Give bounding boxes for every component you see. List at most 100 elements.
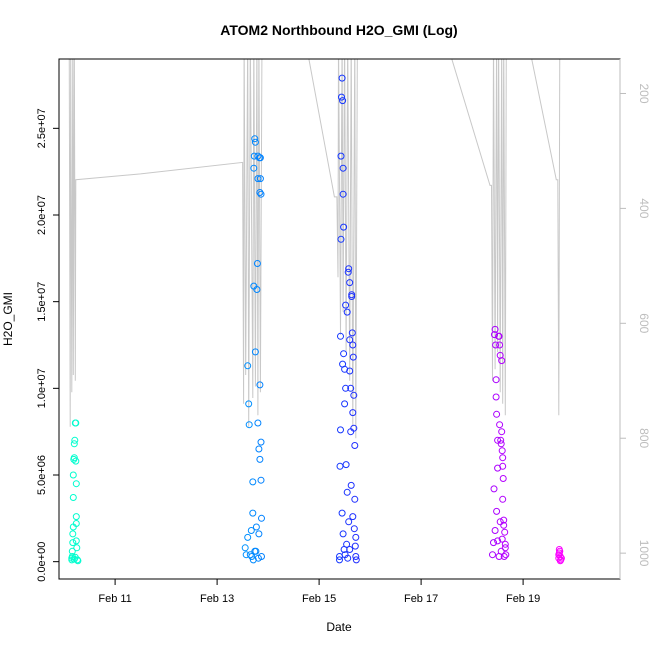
data-point [255,445,263,453]
data-point [250,164,258,172]
data-point [497,440,505,448]
data-point [342,461,350,469]
data-point [498,447,506,455]
y2-tick-label: 800 [637,428,650,448]
data-point [346,336,354,344]
data-point [336,462,344,470]
x-tick-label: Feb 19 [506,593,540,605]
data-point [498,535,506,543]
data-point [339,530,347,538]
data-point [251,547,259,555]
data-point [249,556,257,564]
y2-tick-label: 600 [637,313,650,333]
data-point [339,360,347,368]
data-point [496,421,504,429]
data-point [251,348,259,356]
data-point [337,235,345,243]
data-point [336,556,343,564]
y2-tick-label: 200 [637,83,650,103]
data-point [345,265,353,273]
data-point [500,553,508,560]
data-point [499,475,507,482]
pressure-line [68,59,561,439]
data-point [352,556,360,564]
data-point [346,546,354,553]
data-point [346,279,354,287]
data-point [556,553,564,560]
data-point [491,331,498,339]
data-point [72,513,80,521]
chart-title: ATOM2 Northbound H2O_GMI (Log) [220,22,457,38]
data-point [256,175,264,183]
data-point [347,384,355,392]
y-tick-label: 2.5e+07 [36,108,48,148]
data-point [344,268,352,276]
data-point [556,557,564,565]
data-point [350,391,358,399]
data-point [258,553,265,560]
data-point [69,530,77,538]
data-point [246,551,254,559]
data-point [343,488,351,496]
x-tick-label: Feb 17 [404,593,438,605]
data-point [71,436,79,444]
x-tick-label: Feb 15 [302,593,336,605]
data-point [340,350,348,358]
data-point [249,478,257,486]
y-axis-label: H2O_GMI [1,292,15,346]
y-tick-label: 1.0e+07 [36,368,48,408]
data-point [345,518,353,526]
data-point [349,353,357,361]
data-point [256,455,264,463]
data-point [72,480,80,488]
y-tick-label: 5.0e+06 [36,455,48,495]
data-point [257,190,265,198]
data-point [348,291,356,299]
data-point [339,97,347,105]
data-point [351,442,359,449]
data-point [492,376,500,384]
data-point [245,421,253,429]
data-point [244,362,252,370]
data-point [342,301,350,309]
data-point [491,325,499,333]
data-point [351,542,359,550]
data-point [70,454,78,462]
data-point [256,154,264,162]
data-point [251,135,259,143]
data-point [342,384,350,392]
y-tick-label: 1.5e+07 [36,282,48,322]
data-point [257,476,265,484]
data-point [72,419,80,427]
data-point [254,419,262,427]
data-point [497,547,505,555]
data-point [499,454,507,462]
data-point [72,537,80,545]
data-point [496,341,504,349]
data-point [72,457,80,465]
data-point [498,428,506,436]
data-point [495,332,503,340]
data-point [493,410,501,418]
data-point [494,436,502,444]
x-tick-label: Feb 13 [200,593,234,605]
data-point [255,530,263,538]
data-point [343,308,351,316]
data-point [338,509,346,517]
data-point [241,544,249,552]
y-axis: 0.0e+00 5.0e+06 1.0e+07 1.5e+07 2.0e+07 2.5e+… [36,108,59,582]
data-point [343,540,351,548]
data-point [252,523,260,531]
data-point [351,495,359,503]
data-point [340,223,348,231]
y2-tick-label: 1000 [637,540,650,567]
data-point [248,553,256,560]
data-point [348,329,356,337]
x-axis: Feb 11 Feb 13 Feb 15 Feb 17 Feb 19 [98,579,540,605]
y2-axis: 200 400 600 800 1000 [619,59,650,579]
data-point [341,400,349,408]
data-point [490,539,497,547]
data-point [256,381,264,389]
data-point [352,553,360,560]
data-point [501,540,509,548]
